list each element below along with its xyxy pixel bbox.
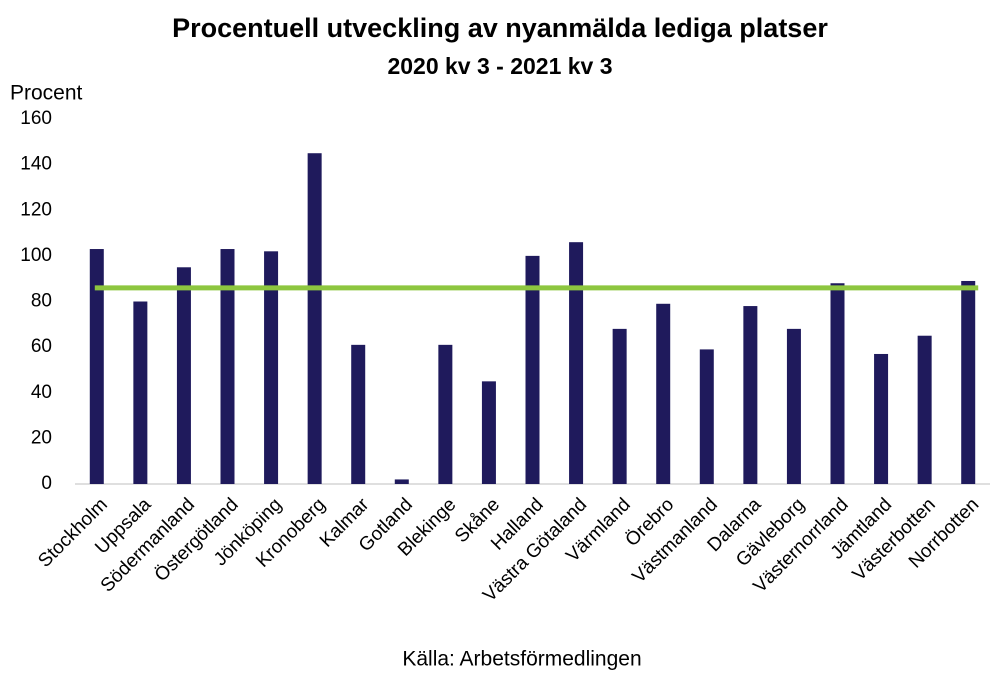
bar <box>438 344 453 484</box>
y-axis-label: Procent <box>10 82 83 105</box>
bar <box>612 328 627 484</box>
chart-title: Procentuell utveckling av nyanmälda ledi… <box>172 13 828 43</box>
bar <box>569 242 584 484</box>
bar <box>133 301 148 484</box>
y-tick-label: 0 <box>41 473 52 494</box>
bar <box>176 267 191 484</box>
bar <box>394 479 409 484</box>
y-tick-label: 60 <box>31 336 52 357</box>
x-tick-label: Stockholm <box>34 494 112 572</box>
y-tick-label: 120 <box>20 199 52 220</box>
bar <box>351 344 366 484</box>
bar <box>786 328 801 484</box>
bar <box>264 251 279 484</box>
bar <box>307 153 322 484</box>
bar <box>961 280 976 484</box>
bar <box>481 381 496 484</box>
bar <box>525 255 540 484</box>
y-tick-label: 40 <box>31 382 52 403</box>
chart-subtitle: 2020 kv 3 - 2021 kv 3 <box>387 53 612 79</box>
y-tick-label: 80 <box>31 291 52 312</box>
bar <box>699 349 714 484</box>
y-tick-label: 160 <box>20 108 52 129</box>
bar <box>917 335 932 484</box>
bar <box>743 306 758 484</box>
bar <box>830 283 845 484</box>
bar <box>220 249 235 484</box>
y-tick-label: 100 <box>20 245 52 266</box>
bar <box>89 249 104 484</box>
bar <box>656 303 671 484</box>
y-tick-label: 20 <box>31 427 52 448</box>
y-tick-label: 140 <box>20 154 52 175</box>
source: Källa: Arbetsförmedlingen <box>402 648 641 671</box>
bar <box>874 353 889 484</box>
